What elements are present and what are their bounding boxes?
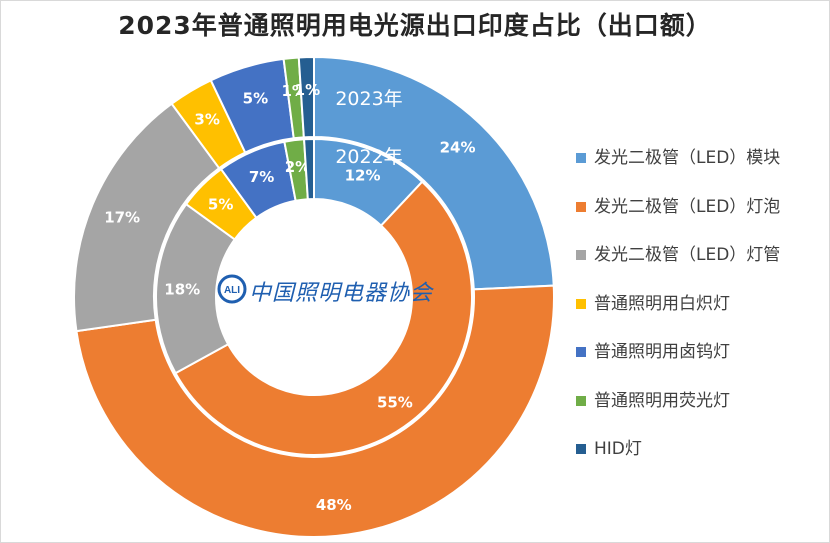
legend-label: HID灯 [594, 439, 642, 459]
legend-swatch [576, 201, 586, 212]
legend-item: 普通照明用卤钨灯 [576, 340, 826, 364]
series-label-outer: 2023年 [335, 88, 402, 110]
slice-outer-0 [313, 55, 555, 291]
data-label-outer-4: 5% [243, 89, 268, 107]
legend-item: 普通照明用白炽灯 [576, 292, 826, 316]
data-label-outer-3: 3% [194, 111, 219, 129]
slice-outer-6 [297, 55, 315, 139]
data-label-outer-2: 17% [104, 209, 140, 227]
series-label-inner: 2022年 [335, 146, 402, 168]
svg-text:ALI: ALI [224, 285, 240, 296]
data-label-inner-4: 7% [249, 168, 274, 186]
slice-outer-1 [75, 284, 555, 538]
legend-label: 发光二极管（LED）模块 [594, 148, 781, 168]
data-label-inner-3: 5% [208, 196, 233, 214]
legend-item: 发光二极管（LED）灯泡 [576, 195, 826, 219]
data-label-outer-0: 24% [440, 138, 476, 156]
logo-text: 中国照明电器协会 [249, 281, 434, 306]
ali-logo-icon: ALI [217, 274, 247, 304]
legend-swatch [576, 298, 586, 309]
legend-swatch [576, 347, 586, 357]
data-label-inner-5: 2% [285, 158, 310, 176]
data-label-outer-6: 1% [295, 81, 320, 99]
data-label-inner-2: 18% [164, 281, 200, 299]
legend-swatch [576, 250, 586, 260]
legend-label: 发光二极管（LED）灯管 [594, 245, 781, 265]
slice-inner-1 [174, 180, 473, 456]
data-label-inner-1: 55% [377, 393, 413, 411]
legend-swatch [576, 444, 586, 454]
legend-item: 普通照明用荧光灯 [576, 389, 826, 413]
legend: 发光二极管（LED）模块 发光二极管（LED）灯泡 发光二极管（LED）灯管 普通照明… [576, 146, 826, 486]
legend-swatch [576, 153, 586, 163]
legend-label: 普通照明用荧光灯 [594, 390, 730, 411]
legend-label: 普通照明用白炽灯 [594, 293, 730, 314]
legend-item: HID灯 [576, 437, 826, 461]
slice-inner-6 [303, 137, 315, 201]
legend-item: 发光二极管（LED）模块 [576, 146, 826, 170]
legend-item: 发光二极管（LED）灯管 [576, 243, 826, 267]
legend-label: 发光二极管（LED）灯泡 [594, 196, 781, 217]
data-label-inner-0: 12% [345, 166, 381, 184]
data-label-outer-1: 48% [316, 496, 352, 514]
legend-swatch [576, 395, 586, 406]
legend-label: 普通照明用卤钨灯 [594, 342, 730, 362]
chart-title: 2023年普通照明用电光源出口印度占比（出口额） [118, 11, 712, 40]
